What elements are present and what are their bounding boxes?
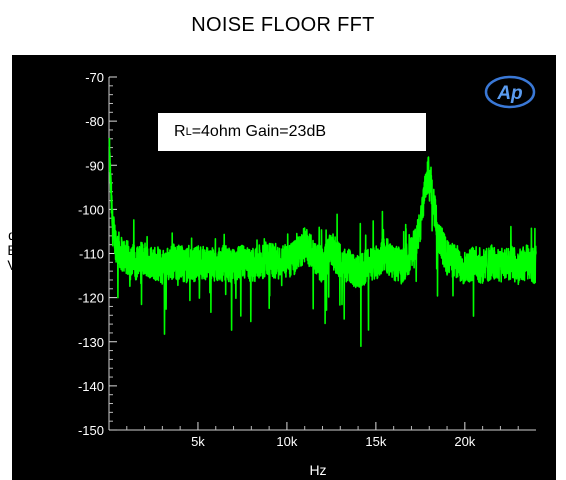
ap-logo-text: Ap <box>496 83 522 104</box>
plot-panel: -70 -80 -90 -100 -110 -120 -130 -140 -150 5k 10k 15… <box>12 55 556 480</box>
x-tick-label: 5k <box>191 434 205 449</box>
ap-logo-icon: Ap <box>484 75 536 109</box>
x-axis-label: Hz <box>309 462 326 478</box>
fft-plot: -70 -80 -90 -100 -110 -120 -130 -140 -150 5k 10k 15… <box>78 70 537 478</box>
y-tick-label: -70 <box>85 70 104 85</box>
y-tick-label: -140 <box>78 379 104 394</box>
annotation-symbol: R <box>174 123 186 140</box>
trace-layer <box>108 137 537 347</box>
annotation-text: =4ohm Gain=23dB <box>191 123 327 140</box>
y-tick-label: -100 <box>78 202 104 217</box>
y-tick-label: -110 <box>79 247 104 262</box>
annotation-subscript: L <box>185 126 192 138</box>
chart-title: NOISE FLOOR FFT <box>191 14 375 36</box>
y-tick-label: -130 <box>78 335 104 350</box>
x-tick-label: 20k <box>454 434 475 449</box>
y-tick-label: -80 <box>85 114 104 129</box>
chart-annotation: R L =4ohm Gain=23dB <box>158 113 426 151</box>
y-axis-label-d: d <box>4 228 20 243</box>
x-tick-label: 10k <box>276 434 297 449</box>
y-tick-label: -150 <box>78 423 104 438</box>
fft-series-line <box>108 137 537 347</box>
y-tick-label: -90 <box>85 158 104 173</box>
x-tick-label: 15k <box>365 434 386 449</box>
y-tick-label: -120 <box>78 291 104 306</box>
